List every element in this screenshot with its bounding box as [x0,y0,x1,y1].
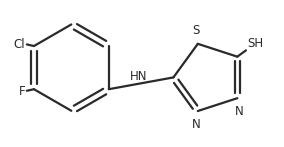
Text: SH: SH [247,37,263,50]
Text: F: F [19,85,25,98]
Text: HN: HN [130,70,148,83]
Text: N: N [191,118,200,131]
Text: N: N [235,105,244,118]
Text: Cl: Cl [14,38,25,51]
Text: S: S [192,24,200,37]
